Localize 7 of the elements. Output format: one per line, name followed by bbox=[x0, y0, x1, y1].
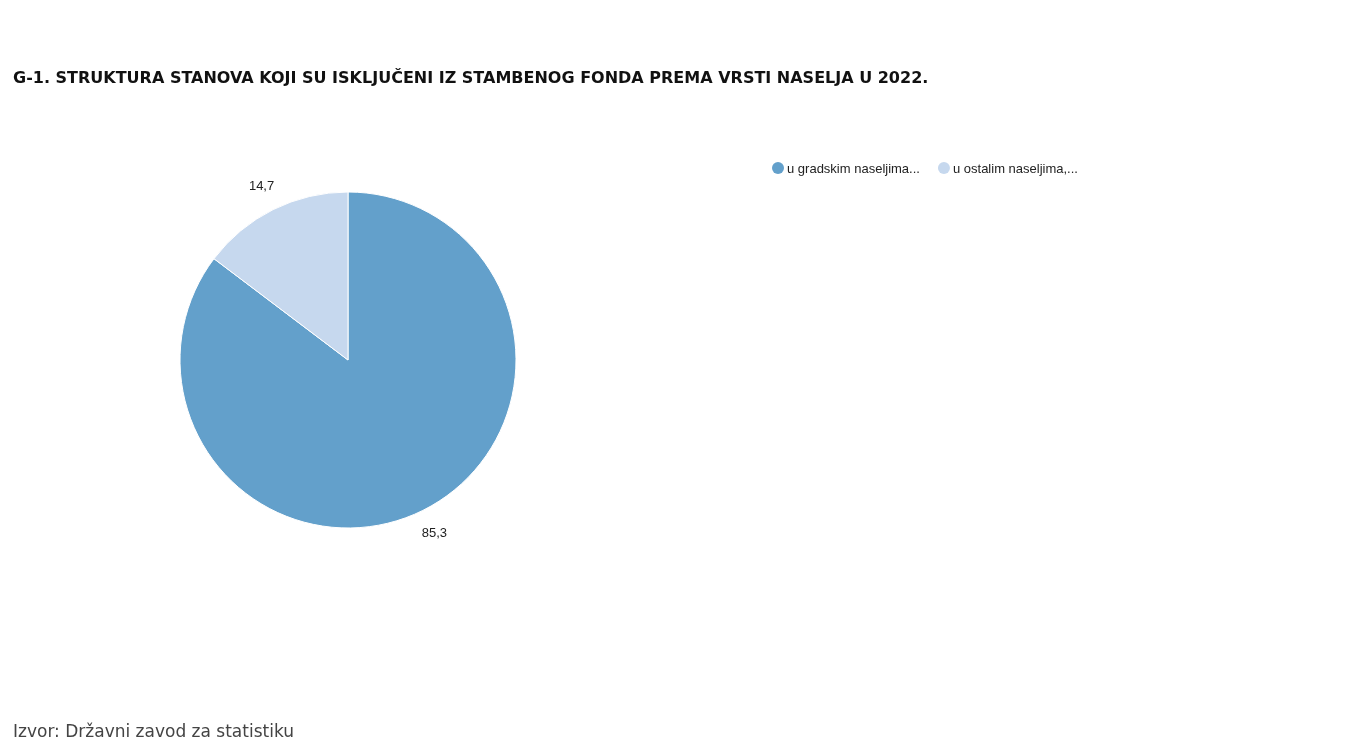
legend-label: u ostalim naseljima,... bbox=[952, 160, 1078, 176]
legend-label: u gradskim naseljima... bbox=[787, 160, 920, 176]
pie-slice bbox=[179, 191, 517, 529]
data-label: 14,7 bbox=[248, 177, 275, 193]
text: Izvor: Državni zavod za statistiku bbox=[13, 721, 295, 741]
data-label: 85,3 bbox=[421, 525, 448, 541]
chart-title: G-1. STRUKTURA STANOVA KOJI SU ISKLJUČENI IZ STAMBENOG FONDA PREMA VRSTI NASELJA U 2022. bbox=[13, 68, 929, 87]
